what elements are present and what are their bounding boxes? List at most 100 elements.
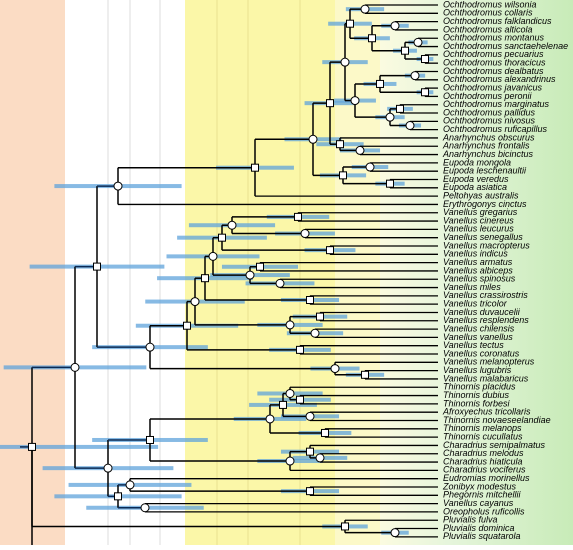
- taxon-label: Charadrius semipalmatus: [443, 440, 546, 450]
- taxon-label: Charadrius hiaticula: [443, 456, 523, 466]
- node-marker: [70, 362, 80, 372]
- taxon-label: Vanellus cayanus: [443, 498, 514, 508]
- node-marker: [251, 163, 259, 172]
- node-marker: [401, 46, 409, 55]
- node-marker: [355, 145, 365, 155]
- taxon-label: Eupoda asiatica: [443, 182, 507, 192]
- node-marker: [421, 88, 429, 97]
- taxon-label: Peltohyas australis: [443, 191, 519, 201]
- node-marker: [125, 480, 135, 490]
- node-marker: [350, 96, 360, 106]
- node-marker: [300, 229, 310, 239]
- taxon-label: Vanellus vanellus: [443, 332, 513, 342]
- taxon-label: Pluvialis fulva: [443, 515, 498, 525]
- node-marker: [336, 140, 344, 149]
- node-marker: [201, 274, 209, 283]
- node-marker: [305, 411, 315, 421]
- node-marker: [140, 503, 150, 513]
- taxon-label: Vanellus melanopterus: [443, 357, 535, 367]
- taxon-label: Vanellus malabaricus: [443, 373, 529, 383]
- node-marker: [103, 463, 113, 473]
- taxon-label: Vanellus resplendens: [443, 315, 529, 325]
- taxon-label: Ochthodromus ruficapillus: [443, 124, 548, 134]
- epoch-band: [335, 0, 380, 545]
- taxon-label: Eupoda veredus: [443, 174, 509, 184]
- taxon-label: Thinornis novaeseelandiae: [443, 415, 551, 425]
- taxon-label: Thinornis forbesi: [443, 398, 511, 408]
- taxon-label: Erythrogonys cinctus: [443, 199, 527, 209]
- taxon-label: Ochthodromus peronii: [443, 91, 533, 101]
- taxon-label: Thinornis melanops: [443, 423, 522, 433]
- taxon-label: Vanellus macropterus: [443, 240, 530, 250]
- taxon-label: Eudromias morinellus: [443, 473, 530, 483]
- node-marker: [376, 79, 384, 88]
- taxon-label: Charadrius melodus: [443, 448, 524, 458]
- node-marker: [245, 270, 255, 280]
- taxon-label: Ochthodromus wilsonia: [443, 0, 537, 9]
- node-marker: [360, 4, 370, 14]
- taxon-label: Thinornis dubius: [443, 390, 510, 400]
- node-marker: [183, 321, 191, 330]
- taxon-label: Vanellus coronatus: [443, 348, 520, 358]
- taxon-label: Vanellus duvaucelii: [443, 307, 521, 317]
- taxon-label: Ochthodromus javanicus: [443, 82, 543, 92]
- node-marker: [310, 328, 320, 338]
- node-marker: [93, 262, 101, 271]
- node-marker: [339, 171, 347, 180]
- node-marker: [265, 414, 275, 424]
- node-marker: [368, 34, 376, 43]
- node-marker: [341, 522, 349, 531]
- taxon-label: Ochthodromus sanctaehelenae: [443, 41, 568, 51]
- taxon-label: Vanellus cinereus: [443, 215, 514, 225]
- taxon-label: Vanellus gregarius: [443, 207, 518, 217]
- taxon-label: Afroxyechus tricollaris: [442, 407, 531, 417]
- node-marker: [114, 492, 122, 501]
- node-marker: [308, 134, 318, 144]
- taxon-label: Ochthodromus marginatus: [443, 99, 550, 109]
- taxon-label: Vanellus crassirostris: [443, 290, 528, 300]
- node-marker: [346, 19, 354, 28]
- node-marker: [279, 400, 287, 409]
- node-marker: [421, 55, 429, 64]
- taxon-label: Charadrius vociferus: [443, 465, 526, 475]
- node-marker: [285, 388, 295, 398]
- node-marker: [365, 162, 375, 172]
- node-marker: [296, 395, 304, 404]
- taxon-label: Ochthodromus montanus: [443, 33, 545, 43]
- taxon-label: Ochthodromus alticola: [443, 24, 533, 34]
- node-marker: [413, 37, 423, 47]
- taxon-label: Pluvialis dominica: [443, 523, 515, 533]
- node-marker: [385, 112, 395, 122]
- taxon-label: Zonibyx modestus: [442, 481, 517, 491]
- epoch-band: [65, 0, 185, 545]
- node-marker: [306, 487, 314, 496]
- taxon-label: Ochthodromus pallidus: [443, 107, 536, 117]
- taxon-label: Thinornis placidus: [443, 382, 516, 392]
- taxon-label: Ochthodromus nivosus: [443, 116, 536, 126]
- taxon-label: Pluvialis squatarola: [443, 531, 521, 541]
- taxon-label: Ochthodromus dealbatus: [443, 66, 544, 76]
- node-marker: [146, 435, 154, 444]
- taxon-label: Vanellus leucurus: [443, 224, 514, 234]
- taxon-label: Phegornis mitchellii: [443, 490, 522, 500]
- taxon-label: Ochthodromus alexandrinus: [443, 74, 556, 84]
- node-marker: [315, 453, 325, 463]
- node-marker: [316, 312, 324, 321]
- taxon-label: Thinornis cucullatus: [443, 431, 523, 441]
- taxon-label: Anarhynchus frontalis: [442, 141, 530, 151]
- node-marker: [145, 342, 155, 352]
- node-marker: [396, 104, 404, 113]
- age-interval: [0, 444, 159, 449]
- node-marker: [386, 179, 394, 188]
- node-marker: [113, 181, 123, 191]
- taxon-label: Vanellus albiceps: [443, 265, 513, 275]
- node-marker: [326, 99, 334, 108]
- taxon-label: Vanellus chilensis: [443, 323, 515, 333]
- node-marker: [190, 297, 200, 307]
- taxon-label: Vanellus spinosus: [443, 274, 516, 284]
- node-marker: [390, 21, 400, 31]
- node-marker: [294, 212, 302, 221]
- taxon-label: Vanellus indicus: [443, 249, 508, 259]
- node-marker: [330, 364, 340, 374]
